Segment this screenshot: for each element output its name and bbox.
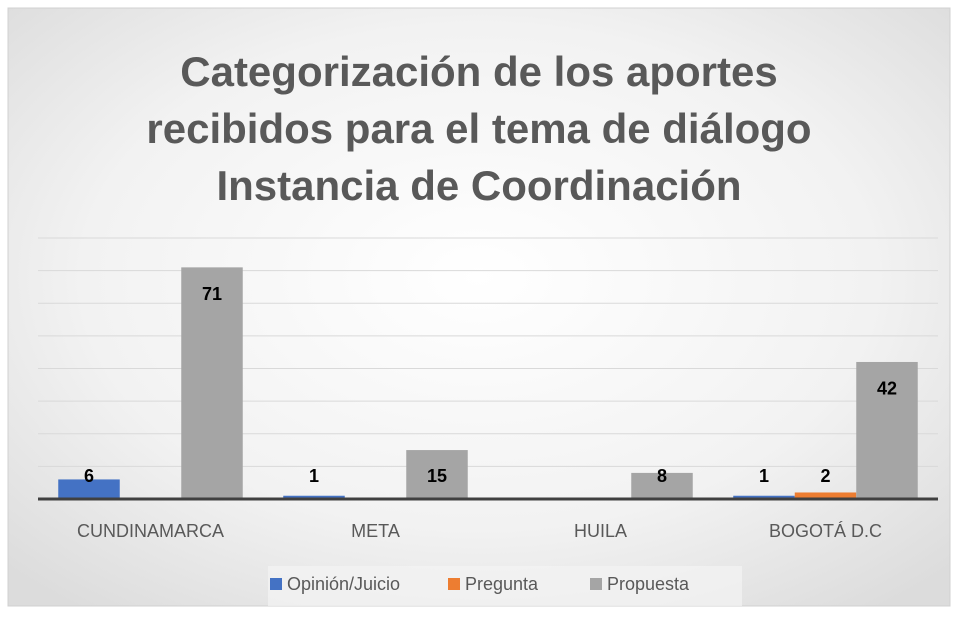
legend-label: Pregunta bbox=[465, 574, 539, 594]
data-label: 1 bbox=[759, 466, 769, 486]
chart-frame bbox=[7, 7, 951, 607]
bar bbox=[283, 495, 345, 499]
data-label: 8 bbox=[657, 466, 667, 486]
bar bbox=[58, 479, 120, 499]
bar bbox=[181, 267, 243, 499]
x-tick-label: META bbox=[351, 521, 400, 541]
data-label: 71 bbox=[202, 284, 222, 304]
bar bbox=[794, 492, 857, 499]
x-tick-label: BOGOTÁ D.C bbox=[769, 521, 882, 541]
data-label: 1 bbox=[309, 466, 319, 486]
data-label: 42 bbox=[877, 379, 897, 399]
data-label: 15 bbox=[427, 466, 447, 486]
legend-label: Propuesta bbox=[607, 574, 690, 594]
legend-swatch bbox=[270, 578, 282, 590]
bar bbox=[631, 472, 693, 499]
chart-title: Instancia de Coordinación bbox=[216, 162, 741, 209]
bar bbox=[733, 495, 795, 499]
chart-title: recibidos para el tema de diálogo bbox=[146, 105, 811, 152]
data-label: 6 bbox=[84, 466, 94, 486]
legend-swatch bbox=[448, 578, 460, 590]
bar bbox=[856, 361, 918, 499]
legend-label: Opinión/Juicio bbox=[287, 574, 400, 594]
bar bbox=[406, 450, 468, 499]
legend-swatch bbox=[590, 578, 602, 590]
x-tick-label: HUILA bbox=[574, 521, 627, 541]
data-label: 2 bbox=[820, 466, 830, 486]
legend-box bbox=[268, 566, 742, 606]
chart-title: Categorización de los aportes bbox=[180, 48, 777, 95]
x-tick-label: CUNDINAMARCA bbox=[77, 521, 224, 541]
